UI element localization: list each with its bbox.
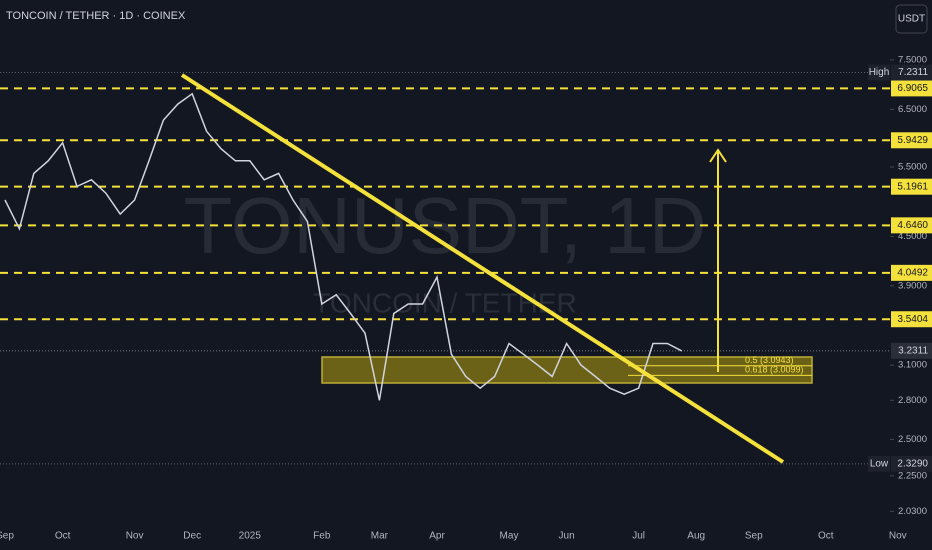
y-tick-label: 2.0300 (898, 506, 927, 517)
low-value: 2.3290 (897, 459, 928, 470)
fib-label: 0.5 (3.0943) (745, 355, 794, 365)
high-badge (891, 64, 932, 81)
level-label: 4.0492 (897, 267, 928, 278)
high-value: 7.2311 (898, 67, 928, 78)
x-tick-label: Aug (687, 531, 705, 542)
price-line (4, 92, 683, 401)
fib-label: 0.618 (3.0099) (745, 365, 804, 375)
currency-label[interactable]: USDT (898, 14, 925, 25)
x-tick-label: Sep (0, 531, 14, 542)
x-tick-label: Jul (632, 531, 645, 542)
level-label: 5.9429 (897, 135, 928, 146)
y-tick-label: 5.5000 (898, 162, 927, 173)
y-tick-label: 3.9000 (898, 280, 927, 291)
chart-title: TONCOIN / TETHER · 1D · COINEX (6, 10, 186, 22)
x-tick-label: Oct (55, 531, 71, 542)
x-tick-label: Sep (745, 531, 763, 542)
current-price-value: 3.2311 (898, 345, 928, 356)
x-tick-label: Dec (183, 531, 201, 542)
y-tick-label: 2.8000 (898, 395, 927, 406)
x-tick-label: Nov (889, 531, 907, 542)
y-tick-label: 2.5000 (898, 434, 927, 445)
level-label: 4.6460 (897, 220, 928, 231)
y-tick-label: 7.5000 (898, 54, 927, 65)
x-tick-label: Apr (429, 531, 445, 542)
low-label: Low (870, 459, 889, 470)
level-badge (891, 311, 932, 328)
y-tick-label: 3.1000 (898, 360, 927, 371)
x-tick-label: Oct (818, 531, 834, 542)
current-price-badge (891, 342, 932, 359)
x-tick-label: 2025 (239, 531, 262, 542)
x-tick-label: Mar (371, 531, 389, 542)
level-badge (891, 80, 932, 97)
level-badge (891, 264, 932, 281)
x-tick-label: May (500, 531, 519, 542)
y-tick-label: 2.2500 (898, 470, 927, 481)
x-tick-label: Nov (126, 531, 144, 542)
level-badge (891, 178, 932, 195)
y-tick-label: 4.5000 (898, 231, 927, 242)
level-badge (891, 132, 932, 149)
currency-button[interactable] (895, 4, 928, 34)
watermark: TONUSDT, 1D (183, 181, 706, 270)
x-tick-label: Feb (313, 531, 331, 542)
level-label: 3.5404 (897, 314, 928, 325)
low-tag (868, 455, 890, 472)
high-tag (868, 64, 890, 81)
y-tick-label: 6.5000 (898, 104, 927, 115)
level-label: 5.1961 (897, 181, 928, 192)
axis-layer: 7.5000 6.5000 5.5000 4.5000 3.9000 3.1000 2.80… (0, 54, 932, 542)
level-label: 6.9065 (897, 83, 928, 94)
trend-line (180, 73, 785, 464)
support-zone (321, 356, 813, 384)
level-badge (891, 217, 932, 234)
target-arrow-head (709, 148, 727, 163)
plot: 0.5 (3.0943)0.618 (3.0099) (0, 72, 890, 465)
low-badge (891, 455, 932, 472)
high-label: High (869, 67, 890, 78)
x-tick-label: Jun (559, 531, 575, 542)
